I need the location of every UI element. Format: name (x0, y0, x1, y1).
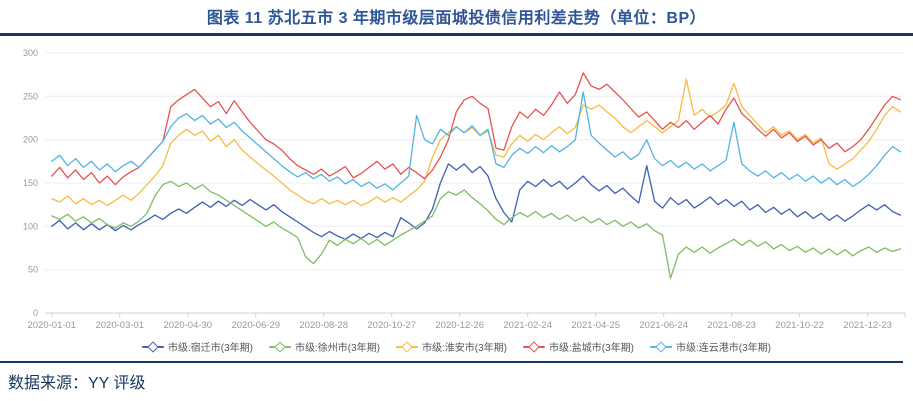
series-line (51, 91, 902, 191)
x-axis-tick-label: 2020-06-29 (231, 320, 280, 331)
x-axis-tick-label: 2020-04-30 (163, 320, 212, 331)
legend-item-1[interactable]: 市级:宿迁市(3年期) (142, 339, 253, 354)
x-axis-tick-label: 2020-10-27 (367, 320, 416, 331)
legend-item-2[interactable]: 市级:徐州市(3年期) (269, 339, 380, 354)
legend-item-4[interactable]: 市级:盐城市(3年期) (523, 339, 634, 354)
data-source: 数据来源：YY 评级 (8, 375, 146, 392)
y-axis-tick-label: 300 (23, 48, 38, 58)
footer-divider (0, 361, 903, 363)
y-axis-tick-label: 150 (23, 178, 38, 188)
y-axis-tick-label: 100 (23, 221, 38, 231)
chart-legend: 市级:宿迁市(3年期) 市级:徐州市(3年期) 市级:淮安市(3年期) 市级:盐城市(… (0, 339, 913, 354)
x-axis-tick-label: 2021-02-24 (503, 320, 552, 331)
legend-label: 市级:淮安市(3年期) (422, 343, 507, 354)
legend-line-diamond-icon (523, 341, 545, 353)
x-axis-tick-label: 2021-06-24 (639, 320, 688, 331)
chart-title: 图表 11 苏北五市 3 年期市级层面城投债信用利差走势（单位：BP） (206, 10, 707, 27)
x-axis-tick-label: 2020-01-01 (27, 320, 76, 331)
legend-line-diamond-icon (396, 341, 418, 353)
y-axis-tick-label: 250 (23, 91, 38, 101)
legend-item-3[interactable]: 市级:淮安市(3年期) (396, 339, 507, 354)
series-line (51, 180, 902, 279)
x-axis-tick-label: 2020-03-01 (95, 320, 144, 331)
x-axis-tick-label: 2020-12-26 (435, 320, 484, 331)
x-axis-tick-label: 2021-04-25 (571, 320, 620, 331)
x-axis-tick-label: 2021-10-22 (775, 320, 824, 331)
legend-line-diamond-icon (269, 341, 291, 353)
y-axis-tick-label: 200 (23, 135, 38, 145)
series-line (51, 163, 902, 240)
legend-line-diamond-icon (650, 341, 672, 353)
legend-item-5[interactable]: 市级:连云港市(3年期) (650, 339, 771, 354)
legend-label: 市级:连云港市(3年期) (676, 343, 771, 354)
series-line (51, 72, 902, 186)
title-divider (0, 33, 913, 36)
x-axis-tick-label: 2020-08-28 (299, 320, 348, 331)
legend-line-diamond-icon (142, 341, 164, 353)
y-axis-tick-label: 0 (33, 308, 38, 318)
legend-label: 市级:盐城市(3年期) (549, 343, 634, 354)
y-axis-tick-label: 50 (28, 265, 38, 275)
legend-label: 市级:宿迁市(3年期) (168, 343, 253, 354)
legend-label: 市级:徐州市(3年期) (295, 343, 380, 354)
x-axis-tick-label: 2021-12-23 (843, 320, 892, 331)
x-axis-tick-label: 2021-08-23 (707, 320, 756, 331)
